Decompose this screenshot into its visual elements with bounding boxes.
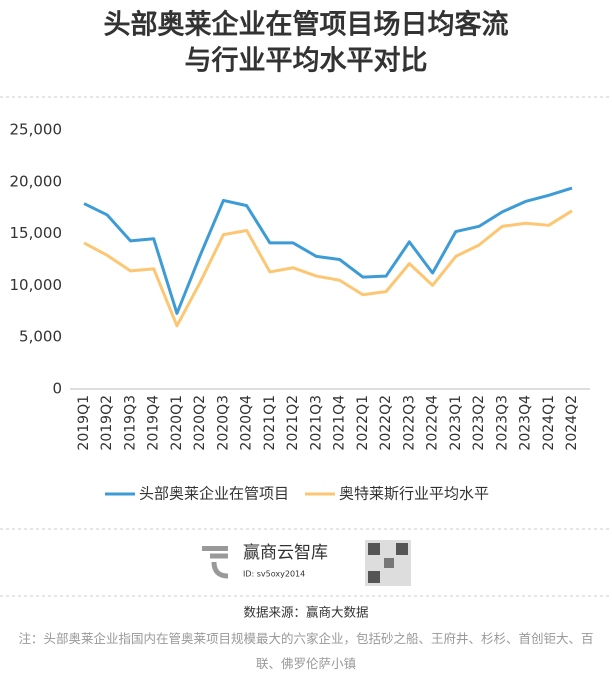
x-tick-label: 2021Q2 (285, 395, 301, 451)
y-tick-label: 25,000 (10, 121, 63, 139)
x-tick-label: 2022Q2 (378, 395, 394, 451)
y-tick-label: 0 (52, 380, 62, 398)
y-tick-label: 15,000 (10, 224, 63, 242)
y-tick-label: 20,000 (10, 172, 63, 190)
x-tick-label: 2024Q1 (541, 395, 557, 451)
x-tick-label: 2020Q3 (215, 395, 231, 451)
x-tick-label: 2023Q2 (471, 395, 487, 451)
x-tick-label: 2022Q4 (425, 395, 441, 451)
x-tick-label: 2020Q2 (192, 395, 208, 451)
series-line (83, 186, 573, 315)
brand-id: ID: sv5oxy2014 (243, 570, 305, 579)
source: 数据来源：赢商大数据 (243, 605, 368, 620)
legend-label: 头部奥莱企业在管项目 (139, 485, 289, 503)
series-line (83, 209, 573, 328)
x-tick-label: 2022Q1 (355, 395, 371, 451)
x-tick-label: 2024Q2 (564, 395, 580, 451)
x-tick-label: 2021Q1 (262, 395, 278, 451)
legend-label: 奥特莱斯行业平均水平 (339, 485, 489, 503)
x-tick-label: 2020Q1 (169, 395, 185, 451)
x-tick-label: 2023Q4 (518, 395, 534, 451)
chart-title: 与行业平均水平对比 (185, 45, 428, 77)
note: 注：头部奥莱企业指国内在管奥莱项目规模最大的六家企业，包括砂之船、王府井、杉杉、… (18, 631, 594, 671)
x-tick-label: 2020Q4 (239, 395, 255, 451)
y-tick-label: 10,000 (10, 276, 63, 294)
x-tick-label: 2021Q4 (332, 395, 348, 451)
x-tick-label: 2019Q2 (99, 395, 115, 451)
y-tick-label: 5,000 (19, 328, 62, 346)
x-tick-label: 2019Q3 (122, 395, 138, 451)
x-tick-label: 2023Q3 (494, 395, 510, 451)
x-tick-label: 2019Q1 (76, 395, 92, 451)
x-tick-label: 2021Q3 (308, 395, 324, 451)
brand: 赢商云智库 (243, 543, 328, 563)
chart-title: 头部奥莱企业在管项目场日均客流 (104, 9, 509, 41)
x-tick-label: 2019Q4 (146, 395, 162, 451)
logo (202, 540, 411, 586)
x-tick-label: 2023Q1 (448, 395, 464, 451)
x-tick-label: 2022Q3 (401, 395, 417, 451)
